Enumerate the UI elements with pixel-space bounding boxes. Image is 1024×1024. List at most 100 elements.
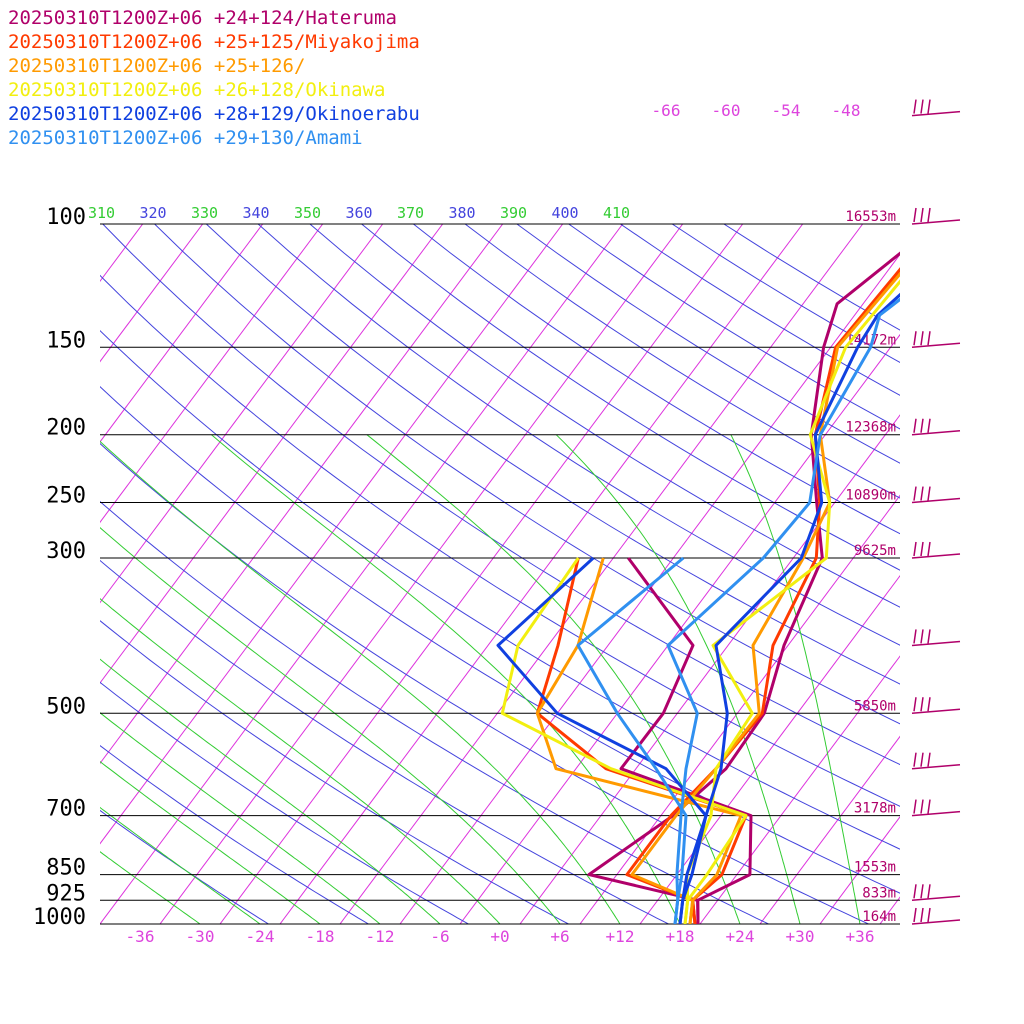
wind-barb-flag (920, 541, 924, 557)
wind-barb-flag (920, 697, 924, 712)
wind-barb-flag (927, 752, 931, 767)
legend-entry: 20250310T1200Z+06 +29+130/Amami (8, 127, 363, 149)
isotherm-line (759, 735, 900, 924)
wind-barb-staff (911, 763, 961, 770)
isotherm-line (699, 655, 900, 924)
isotherm-line (159, 224, 684, 924)
temperature-tick-label: +0 (490, 927, 509, 946)
wind-barb-flag (920, 799, 924, 814)
wind-barb-flag (913, 418, 917, 433)
wind-barb (911, 486, 961, 504)
temperature-axis-labels: -36 -30 -24 -18 -12 -6 +0 +6 +12 +18 +24 +30 +36 (126, 927, 875, 946)
wind-barb-staff (911, 219, 961, 225)
height-label: 3178m (854, 801, 896, 817)
height-label: 5850m (854, 698, 896, 714)
theta-label: 390 (500, 204, 527, 222)
moist-adiabat-line (100, 851, 201, 924)
wind-barb-flag (920, 99, 924, 114)
theta-label: 310 (88, 204, 115, 222)
temperature-tick-label: +6 (550, 927, 569, 946)
pressure-label: 925 (46, 881, 86, 906)
wind-barb-flag (913, 629, 917, 644)
wind-barb-staff (911, 919, 961, 925)
legend-entry: 20250310T1200Z+06 +28+129/Okinoerabu (8, 103, 420, 125)
wind-barb-flag (927, 907, 931, 923)
temperature-tick-label: -6 (430, 927, 449, 946)
wind-barb-flag (913, 99, 917, 114)
dry-adiabat-line (205, 224, 900, 685)
wind-barb (911, 884, 961, 902)
upper-temperature-label: -54 (772, 101, 801, 120)
temperature-tick-label: -24 (246, 927, 275, 946)
legend-entry: 20250310T1200Z+06 +25+126/ (8, 55, 305, 77)
isotherm-line (0, 224, 23, 924)
wind-barb-staff (911, 708, 961, 715)
pressure-label: 500 (46, 694, 86, 719)
isotherm-line (100, 224, 324, 524)
wind-barb-flag (913, 697, 917, 712)
wind-barb (911, 629, 961, 647)
moist-adiabat-line (100, 527, 561, 924)
upper-temperature-label: -66 (652, 101, 681, 120)
temperature-profile-series-5 (496, 556, 708, 924)
isotherm-line (100, 224, 444, 684)
wind-barb-flag (920, 884, 924, 899)
upper-temperature-label: -48 (832, 101, 861, 120)
height-label: 9625m (854, 543, 896, 559)
wind-barb-flag (913, 486, 917, 501)
dewpoint-profile-series-5 (678, 292, 900, 924)
moist-adiabat-line (211, 434, 681, 924)
wind-barb-staff (911, 640, 961, 647)
pressure-label: 100 (46, 205, 86, 230)
wind-barb-flag (927, 799, 931, 814)
moist-adiabat-line (100, 712, 381, 924)
isotherm-line (100, 224, 504, 765)
moist-adiabat-line (100, 440, 621, 924)
moist-adiabat-line (100, 598, 501, 924)
isotherm-line (100, 224, 264, 443)
wind-barb-flag (920, 752, 924, 767)
wind-barb (911, 207, 961, 225)
moist-adiabat-lines (100, 434, 861, 924)
height-label: 16553m (845, 209, 896, 225)
pressure-label: 1000 (33, 905, 86, 930)
wind-barb-flag (920, 207, 924, 223)
dry-adiabat-line (154, 224, 900, 725)
temperature-tick-label: -30 (186, 927, 215, 946)
temperature-tick-label: +18 (666, 927, 695, 946)
pressure-label: 200 (46, 416, 86, 441)
wind-barb-flag (927, 629, 931, 644)
wind-barbs (911, 99, 961, 925)
temperature-profile-series-3 (535, 557, 743, 924)
wind-barb-staff (911, 553, 961, 559)
legend-entry: 20250310T1200Z+06 +25+125/Miyakojima (8, 31, 420, 53)
height-label: 12368m (845, 420, 896, 436)
dry-adiabat-line (100, 274, 900, 807)
theta-label: 370 (397, 204, 424, 222)
upper-temperature-labels: -66 -60 -54 -48 (652, 101, 861, 120)
isotherm-line (579, 494, 900, 924)
wind-barb (911, 752, 961, 770)
isotherm-line (879, 896, 900, 924)
dewpoint-profile-series-4 (683, 279, 900, 924)
height-label: 1553m (854, 860, 896, 876)
temperature-tick-label: -18 (306, 927, 335, 946)
temperature-profile-series-1 (619, 557, 753, 924)
wind-barb (911, 541, 961, 559)
wind-barb-flag (927, 207, 931, 223)
temperature-tick-label: +30 (786, 927, 815, 946)
wind-barb (911, 331, 961, 349)
pressure-label: 250 (46, 484, 86, 509)
height-label: 10890m (845, 488, 896, 504)
dewpoint-profile-series-3 (630, 271, 900, 924)
theta-label: 400 (552, 204, 579, 222)
wind-barb-flag (927, 331, 931, 346)
wind-barb (911, 99, 961, 117)
wind-barb-flag (913, 884, 917, 899)
wind-barb-flag (920, 486, 924, 501)
isotherm-line (339, 224, 864, 924)
theta-label: 380 (449, 204, 476, 222)
isotherm-line (100, 224, 204, 363)
theta-labels: 310 320 330 340 350 360 370 380 390 400 410 (88, 204, 630, 222)
theta-label: 330 (191, 204, 218, 222)
